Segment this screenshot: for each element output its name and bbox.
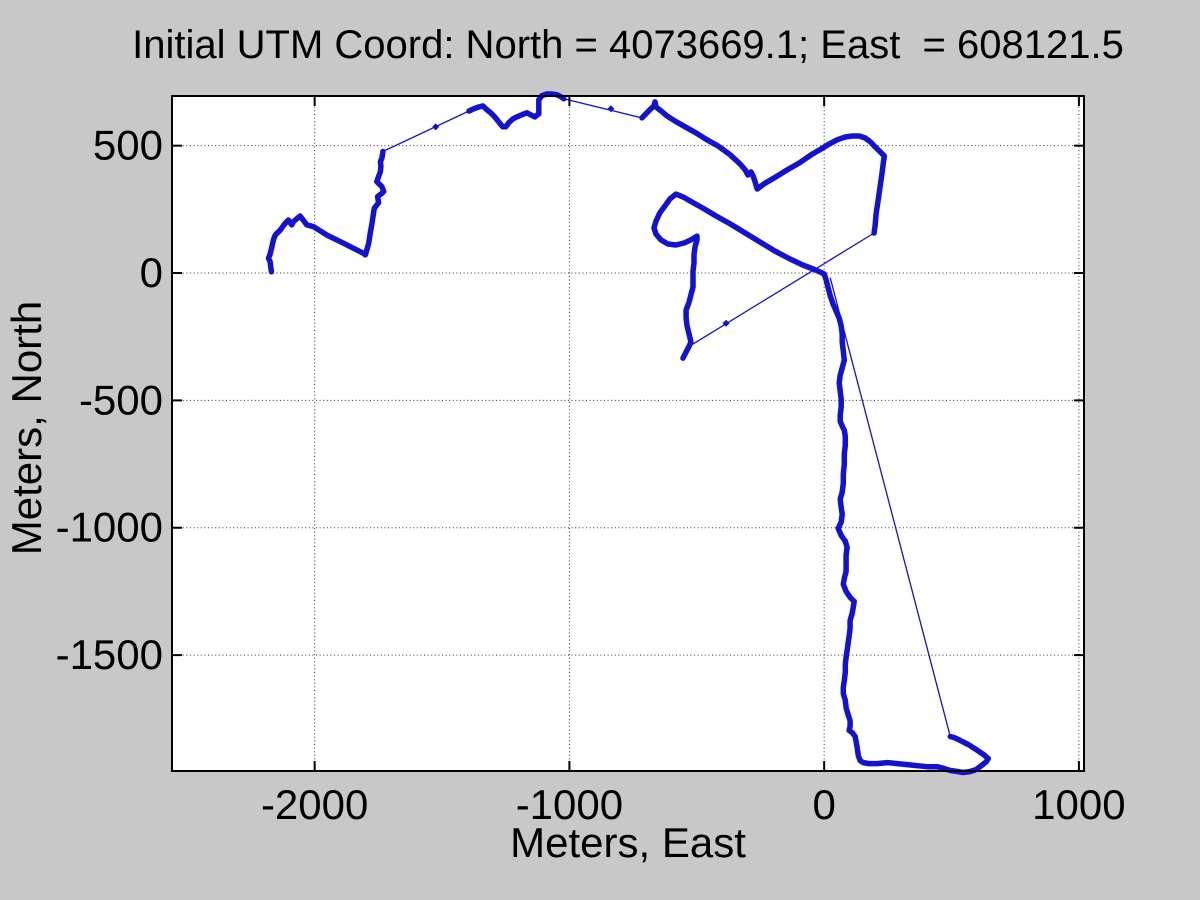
track-middle-descent-and-bottom-loop: [651, 191, 991, 776]
y-tick-label: -500: [79, 376, 163, 423]
gridlines: [172, 96, 1084, 771]
track-top-west: [466, 91, 567, 130]
y-tick-label: -1000: [56, 504, 163, 551]
x-tick-label: -1000: [516, 781, 623, 828]
axes-box: [171, 95, 1085, 772]
gps-point-marker: [607, 105, 615, 113]
plot-title: Initial UTM Coord: North = 4073669.1; Ea…: [132, 23, 1124, 67]
y-axis-label: Meters, North: [3, 301, 50, 555]
gps-point-marker: [432, 123, 440, 131]
jump-south: [829, 277, 951, 738]
x-axis-label: Meters, East: [510, 819, 746, 866]
gps-point-marker: [722, 319, 730, 327]
y-tick-label: -1500: [56, 631, 163, 678]
jump-west: [382, 110, 470, 153]
jump-middle: [692, 232, 875, 345]
x-tick-label: 1000: [1032, 781, 1125, 828]
x-tick-label: 0: [812, 781, 835, 828]
x-tick-label: -2000: [261, 781, 368, 828]
y-tick-label: 0: [140, 249, 163, 296]
tick-marks: [172, 96, 1084, 771]
plot-area: [172, 96, 1084, 771]
gps-track-series: [265, 91, 991, 776]
jump-top: [563, 98, 643, 119]
y-tick-label: 500: [93, 122, 163, 169]
track-northeast-loop: [639, 99, 888, 236]
jump-point-markers: [432, 105, 730, 327]
track-west-squiggle: [265, 148, 387, 275]
